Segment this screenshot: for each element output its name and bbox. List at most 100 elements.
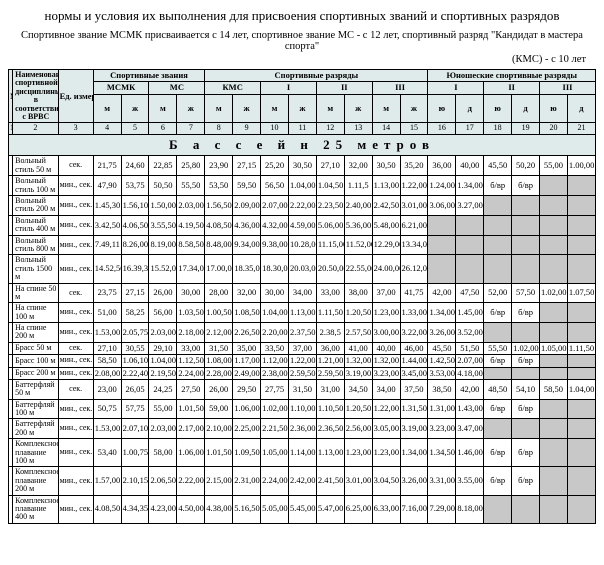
value-cell: 41,75 [400,283,428,303]
value-cell: 54,10 [512,379,540,399]
value-cell: 53,40 [93,439,121,467]
colnum: 18 [484,123,512,135]
table-row: Комплексное плавание 100 ммин., сек.53,4… [9,439,596,467]
hdr-yu: ю [540,94,568,123]
value-cell: 7.49,11 [93,235,121,255]
value-cell: 3.52,00 [456,323,484,343]
discipline-name: Комплексное плавание 400 м [13,495,58,523]
value-cell: 2.59,50 [316,367,344,379]
colnum: 21 [567,123,595,135]
value-cell [428,255,456,283]
value-cell [512,235,540,255]
value-cell [567,439,595,467]
discipline-name: На спине 50 м [13,283,58,303]
value-cell: 5.45,00 [288,495,316,523]
hdr-d: д [512,94,540,123]
value-cell: 32,00 [233,283,261,303]
value-cell: 9.34,00 [233,235,261,255]
value-cell: 3.19,00 [344,367,372,379]
value-cell: 9.38,00 [261,235,289,255]
hdr-d: д [567,94,595,123]
value-cell: 1.04,00 [149,355,177,367]
value-cell [567,235,595,255]
value-cell: 1.34,00 [456,176,484,196]
table-row: Комплексное плавание 200 ммин., сек.1.57… [9,467,596,495]
value-cell: 2.20,00 [261,323,289,343]
value-cell: 1.23,00 [372,439,400,467]
value-cell: 59,00 [205,399,233,419]
unit: мин., сек. [58,235,93,255]
page-subtitle: Спортивное звание МСМК присваивается с 1… [8,30,596,52]
value-cell: 1.00,75 [121,439,149,467]
value-cell [484,419,512,439]
hdr-yu: ю [428,94,456,123]
unit: мин., сек. [58,355,93,367]
value-cell: б/вр [512,399,540,419]
hdr-j3: III [540,82,596,94]
value-cell [512,367,540,379]
value-cell: 1.05,00 [540,342,568,354]
value-cell: 37,50 [400,379,428,399]
value-cell: 8.26,00 [121,235,149,255]
value-cell: 23,75 [93,283,121,303]
value-cell: 25,20 [261,156,289,176]
value-cell: 2.23,50 [316,196,344,216]
value-cell: 1.04,00 [288,176,316,196]
value-cell [540,196,568,216]
value-cell: 34,50 [344,379,372,399]
value-cell: 2.21,50 [261,419,289,439]
value-cell: 26.12,00 [400,255,428,283]
hdr-m: м [316,94,344,123]
value-cell: 30,50 [372,156,400,176]
value-cell: 33,50 [261,342,289,354]
value-cell [540,235,568,255]
value-cell: 2.06,50 [149,467,177,495]
discipline-name: Вольный стиль 800 м [13,235,58,255]
value-cell: 2.56,00 [344,419,372,439]
value-cell: 35,20 [400,156,428,176]
value-cell: 3.06,00 [428,196,456,216]
value-cell: 3.42,50 [93,215,121,235]
value-cell: 1.33,00 [400,303,428,323]
unit: сек. [58,379,93,399]
value-cell: 2.18,00 [177,323,205,343]
value-cell: 2.31,00 [233,467,261,495]
value-cell: 12.29,00 [372,235,400,255]
value-cell: 27,15 [121,283,149,303]
value-cell: 37,00 [372,283,400,303]
value-cell: 4.38,00 [205,495,233,523]
value-cell: 30,55 [121,342,149,354]
value-cell: 3.01,00 [344,467,372,495]
value-cell [484,495,512,523]
value-cell: 6.21,00 [400,215,428,235]
value-cell: 30,50 [288,156,316,176]
hdr-ms: МС [149,82,205,94]
value-cell: 1.07,50 [567,283,595,303]
hdr-titles: Спортивные звания [93,70,205,82]
value-cell: б/вр [484,439,512,467]
value-cell: 2.36,00 [288,419,316,439]
value-cell: 30,00 [177,283,205,303]
value-cell: 2.28,00 [205,367,233,379]
value-cell: 28,00 [205,283,233,303]
value-cell: 40,00 [456,156,484,176]
value-cell: 1.42,50 [428,355,456,367]
value-cell: 3.55,50 [149,215,177,235]
value-cell [567,399,595,419]
unit: сек. [58,156,93,176]
value-cell [540,495,568,523]
table-row: Вольный стиль 1500 ммин., сек.14.52,5016… [9,255,596,283]
value-cell [540,419,568,439]
hdr-m: м [372,94,400,123]
value-cell: 3.23,00 [428,419,456,439]
value-cell: 2.22,00 [288,196,316,216]
value-cell: 22.55,00 [344,255,372,283]
value-cell [484,235,512,255]
table-row: Брасс 200 ммин., сек.2.08,002.22,402.19,… [9,367,596,379]
value-cell: 1.09,50 [233,439,261,467]
hdr-junior: Юношеские спортивные разряды [428,70,596,82]
value-cell [540,467,568,495]
value-cell: 1.11,50 [316,303,344,323]
value-cell: б/вр [484,399,512,419]
value-cell: 8.58,50 [177,235,205,255]
